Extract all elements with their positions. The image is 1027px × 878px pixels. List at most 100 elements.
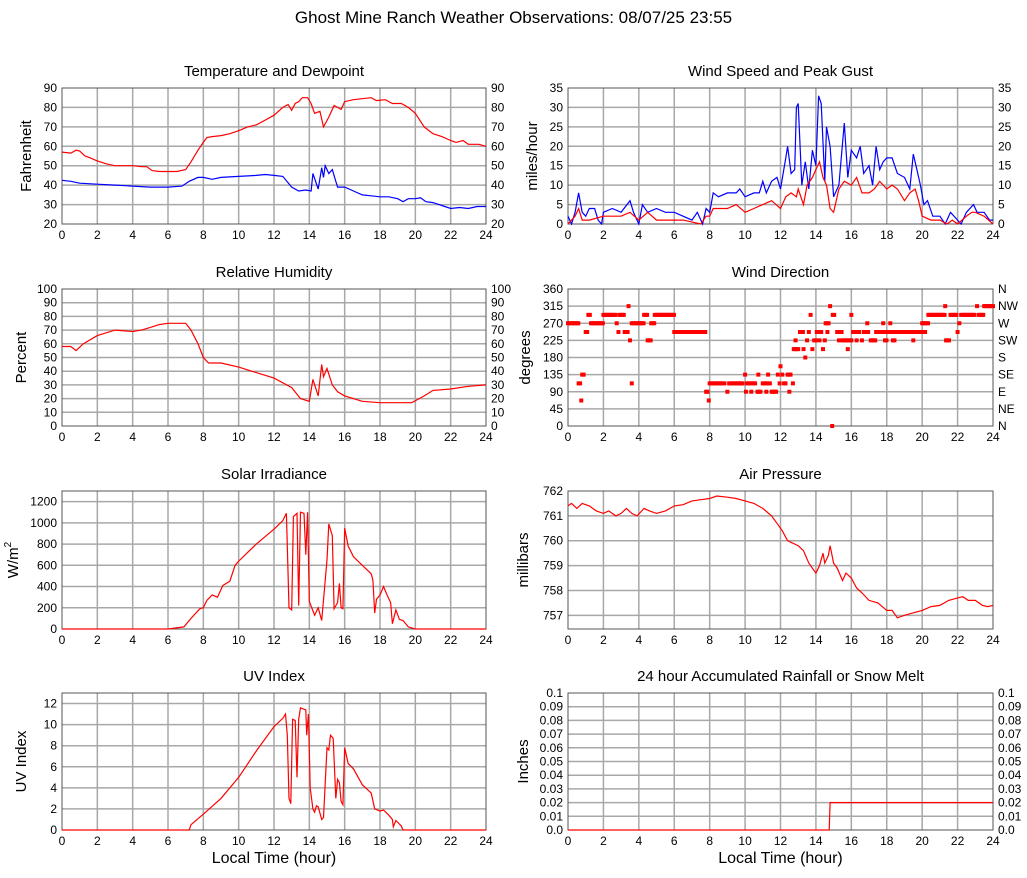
y2-tick-label: 0 xyxy=(491,419,498,433)
y2-tick-label: 0.09 xyxy=(998,700,1022,714)
plot-frame xyxy=(61,692,487,831)
wind-direction-point xyxy=(859,338,864,343)
y2-tick-label: 20 xyxy=(491,392,505,406)
wind-direction-point xyxy=(796,347,801,352)
x-tick-label: 20 xyxy=(409,633,423,647)
y-tick-label: 0.07 xyxy=(540,727,564,741)
wind-direction-point xyxy=(671,312,676,317)
x-tick-label: 4 xyxy=(129,430,136,444)
wind-direction-point xyxy=(788,372,793,377)
wind-direction-point xyxy=(954,312,959,317)
x-tick-label: 0 xyxy=(59,633,66,647)
x-tick-label: 0 xyxy=(59,228,66,242)
y-tick-label: 20 xyxy=(44,217,58,231)
x-tick-label: 22 xyxy=(951,633,965,647)
y-tick-label: 10 xyxy=(44,718,58,732)
chart-title: 24 hour Accumulated Rainfall or Snow Mel… xyxy=(637,668,925,685)
y2-tick-label: 0 xyxy=(998,217,1005,231)
y2-tick-label: 100 xyxy=(491,282,511,296)
y2-tick-label: 0.02 xyxy=(998,796,1022,810)
y-axis-label: UV Index xyxy=(13,730,30,792)
x-tick-label: 8 xyxy=(200,228,207,242)
x-tick-label: 4 xyxy=(635,834,642,848)
y-tick-label: 760 xyxy=(543,534,563,548)
x-tick-label: 14 xyxy=(303,834,317,848)
series-relative-humidity-line xyxy=(62,322,487,404)
x-tick-label: 14 xyxy=(809,834,823,848)
y2-tick-label: NW xyxy=(998,299,1019,313)
wind-direction-point xyxy=(743,389,748,394)
y-tick-label: 0.09 xyxy=(540,700,564,714)
y2-tick-label: 80 xyxy=(491,309,505,323)
x-tick-label: 0 xyxy=(565,228,572,242)
y-axis-label: Fahrenheit xyxy=(18,119,35,192)
y-tick-label: 6 xyxy=(50,760,57,774)
series-dewpoint-line xyxy=(61,163,486,210)
wind-direction-point xyxy=(832,312,837,317)
chart-title: Temperature and Dewpoint xyxy=(184,63,365,80)
x-tick-label: 8 xyxy=(706,228,713,242)
x-tick-label: 6 xyxy=(671,430,678,444)
plot-frame xyxy=(61,87,487,225)
wind-direction-point xyxy=(865,321,870,326)
wind-direction-point xyxy=(758,389,763,394)
x-tick-label: 16 xyxy=(338,430,352,444)
y-tick-label: 0 xyxy=(556,419,563,433)
wind-direction-point xyxy=(790,381,795,386)
x-tick-label: 16 xyxy=(845,633,859,647)
y2-tick-label: 0.0 xyxy=(998,823,1015,837)
x-tick-label: 2 xyxy=(94,633,101,647)
x-tick-label: 16 xyxy=(338,834,352,848)
x-axis-label: Local Time (hour) xyxy=(718,850,843,867)
y2-tick-label: 0.05 xyxy=(998,755,1022,769)
plot-frame xyxy=(567,87,994,225)
x-tick-label: 4 xyxy=(635,633,642,647)
x-tick-label: 4 xyxy=(635,228,642,242)
y-tick-label: 30 xyxy=(44,378,58,392)
wind-direction-point xyxy=(626,304,631,309)
x-tick-label: 20 xyxy=(409,430,423,444)
x-tick-label: 0 xyxy=(565,430,572,444)
y2-tick-label: 50 xyxy=(491,159,505,173)
wind-direction-point xyxy=(648,338,653,343)
wind-direction-point xyxy=(819,330,824,335)
x-tick-label: 18 xyxy=(880,633,894,647)
x-axis-label: Local Time (hour) xyxy=(212,850,337,867)
wind-direction-point xyxy=(777,381,782,386)
y-tick-label: 0.06 xyxy=(540,741,564,755)
wind-direction-point xyxy=(911,338,916,343)
x-tick-label: 18 xyxy=(373,430,387,444)
wind-direction-point xyxy=(972,312,977,317)
wind-direction-point xyxy=(616,330,621,335)
wind-direction-point xyxy=(923,330,928,335)
x-tick-label: 24 xyxy=(479,228,493,242)
plot-frame xyxy=(567,288,994,427)
x-tick-label: 20 xyxy=(409,834,423,848)
plot-frame xyxy=(61,288,487,427)
y2-tick-label: 30 xyxy=(998,100,1012,114)
x-tick-label: 14 xyxy=(809,430,823,444)
y-tick-label: 0.0 xyxy=(546,823,563,837)
wind-direction-point xyxy=(778,364,783,369)
y-tick-label: 400 xyxy=(37,580,57,594)
chart-title: Relative Humidity xyxy=(216,264,333,281)
y2-tick-label: 10 xyxy=(998,178,1012,192)
y-tick-label: 90 xyxy=(44,81,58,95)
wind-direction-point xyxy=(943,304,948,309)
y-axis-label-text: Percent xyxy=(13,331,30,384)
y-tick-label: 30 xyxy=(550,100,564,114)
x-tick-label: 4 xyxy=(635,430,642,444)
chart-title: Solar Irradiance xyxy=(221,466,327,483)
x-tick-label: 10 xyxy=(738,430,752,444)
y-tick-label: 0.05 xyxy=(540,755,564,769)
chart-title: UV Index xyxy=(243,668,305,685)
wind-direction-point xyxy=(805,338,810,343)
x-tick-label: 12 xyxy=(774,228,788,242)
wind-direction-point xyxy=(857,330,862,335)
x-tick-label: 0 xyxy=(565,633,572,647)
plot-frame xyxy=(567,490,994,630)
y-tick-label: 0 xyxy=(50,419,57,433)
wind-direction-point xyxy=(803,355,808,360)
